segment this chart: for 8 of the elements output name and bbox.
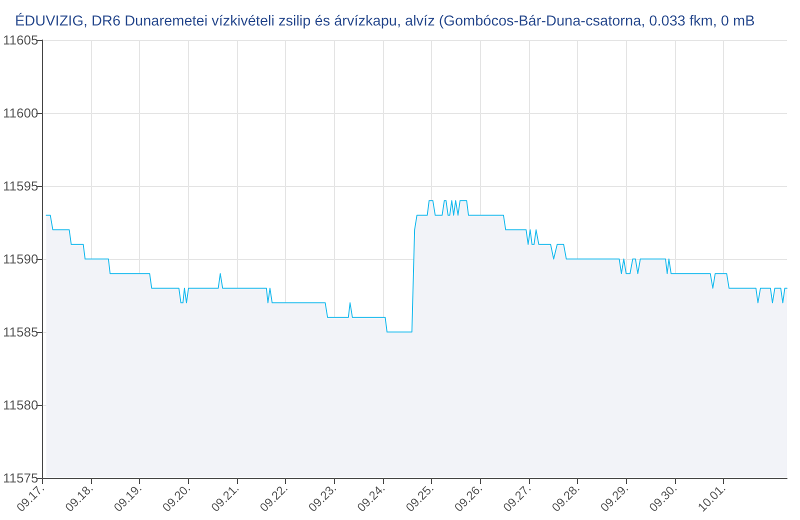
y-tick-label: 11600 [3, 106, 38, 120]
y-tick-label: 11580 [3, 398, 38, 412]
y-tick-label: 11605 [3, 32, 38, 48]
y-tick-label: 11595 [3, 178, 38, 194]
y-tick-label: 11575 [3, 470, 38, 486]
chart-title: ÉDUVIZIG, DR6 Dunaremetei vízkivételi zsilip és árvízkapu, alvíz (Gombócos-Bár-Duna-csatorna, 0.033 fkm, 0 mB [15, 12, 755, 30]
y-tick-label: 11585 [3, 324, 38, 340]
y-tick-label: 11590 [3, 252, 38, 266]
